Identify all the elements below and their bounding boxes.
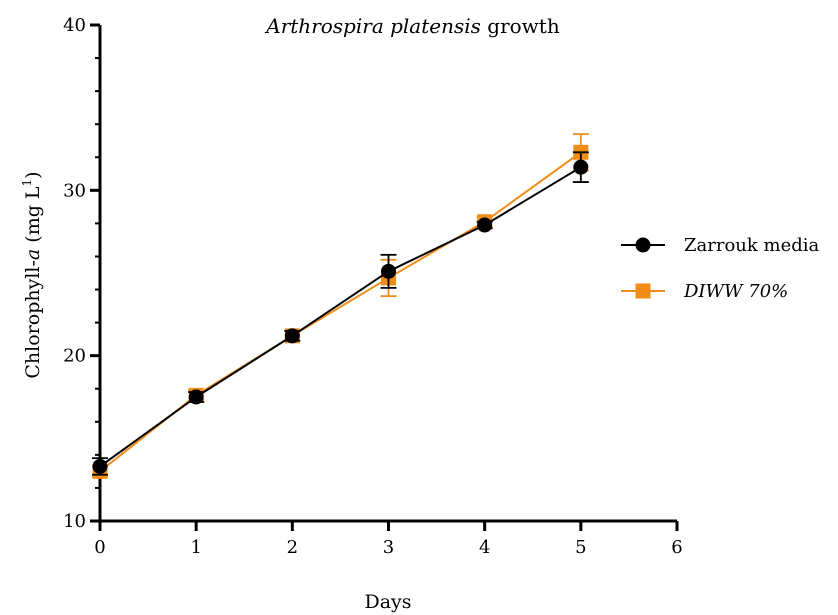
y-tick-label: 40: [63, 15, 86, 36]
x-tick-label: 5: [575, 537, 586, 558]
legend: Zarrouk media DIWW 70%: [621, 235, 820, 302]
x-tick-label: 6: [671, 537, 682, 558]
data-point: [573, 159, 589, 175]
legend-label: DIWW 70%: [683, 281, 788, 302]
legend-label: Zarrouk media: [684, 235, 820, 256]
chart-title: Arthrospira platensis growth: [264, 14, 560, 38]
legend-item: Zarrouk media: [621, 235, 820, 256]
y-axis-label: Chlorophyll-a (mg L1): [20, 171, 44, 378]
data-point: [188, 389, 204, 405]
data-point: [381, 263, 396, 279]
data-point: [92, 458, 108, 474]
x-tick-label: 1: [190, 537, 201, 558]
y-axis-label-units: (mg L: [22, 186, 44, 249]
y-axis-label-close: ): [22, 171, 44, 178]
y-axis-label-superscript: 1: [20, 179, 34, 187]
y-tick-label: 30: [63, 180, 86, 201]
data-point: [284, 328, 300, 344]
y-axis-label-prefix: Chlorophyll-: [22, 260, 44, 379]
axes: 10 20 30 40 0 1 2 3 4 5 6: [63, 15, 683, 558]
x-tick-label: 4: [479, 537, 490, 558]
x-tick-label: 3: [383, 537, 394, 558]
y-tick-label: 20: [63, 346, 86, 367]
x-axis-label: Days: [364, 591, 411, 613]
chart-title-rest: growth: [481, 14, 560, 38]
x-tick-label: 2: [287, 537, 298, 558]
legend-marker: [635, 237, 651, 253]
legend-marker: [635, 283, 651, 299]
data-point: [477, 217, 493, 233]
y-axis-label-italic: a: [22, 249, 44, 260]
series-diww-70: [92, 133, 589, 479]
x-tick-label: 0: [94, 537, 105, 558]
chart-title-italic: Arthrospira platensis: [264, 14, 481, 38]
y-tick-label: 10: [63, 511, 86, 532]
legend-item: DIWW 70%: [621, 281, 788, 302]
series-line: [99, 166, 582, 468]
plot-area: [92, 133, 589, 479]
series-line: [99, 151, 582, 473]
series-zarrouk-media: [92, 151, 589, 476]
